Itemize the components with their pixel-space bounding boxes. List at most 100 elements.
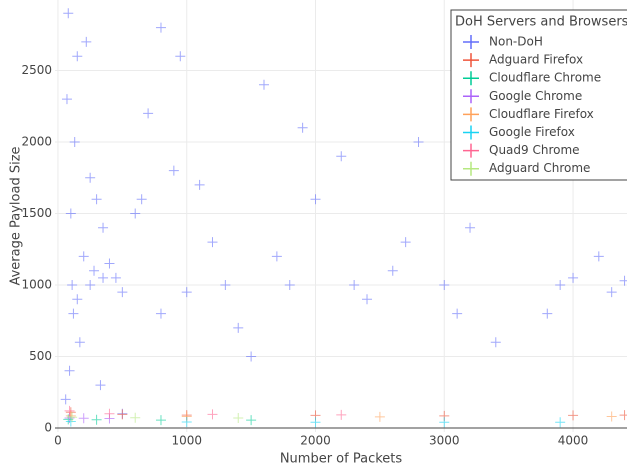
x-axis-title: Number of Packets xyxy=(280,452,403,467)
point xyxy=(175,51,186,62)
point xyxy=(606,287,617,298)
point xyxy=(98,272,109,283)
point xyxy=(155,308,166,319)
y-tick-label: 500 xyxy=(29,349,52,363)
point xyxy=(439,417,450,428)
point xyxy=(155,415,166,426)
point xyxy=(374,411,385,422)
point xyxy=(439,279,450,290)
legend-label: Quad9 Chrome xyxy=(489,143,580,157)
point xyxy=(65,416,76,427)
point xyxy=(400,237,411,248)
point xyxy=(78,251,89,262)
legend-title: DoH Servers and Browsers xyxy=(455,15,627,30)
point xyxy=(220,279,231,290)
point xyxy=(349,279,360,290)
point xyxy=(72,294,83,305)
point xyxy=(110,272,121,283)
point xyxy=(67,279,78,290)
point xyxy=(168,165,179,176)
point xyxy=(246,415,257,426)
point xyxy=(181,416,192,427)
point xyxy=(297,122,308,133)
x-tick-label: 4000 xyxy=(558,434,589,448)
point xyxy=(155,22,166,33)
point xyxy=(181,287,192,298)
legend-label: Google Chrome xyxy=(489,89,582,103)
legend-symbol xyxy=(463,53,479,68)
point xyxy=(271,251,282,262)
legend-label: Google Firefox xyxy=(489,125,575,139)
point xyxy=(246,351,257,362)
point xyxy=(117,287,128,298)
x-tick-label: 0 xyxy=(54,434,62,448)
point xyxy=(65,208,76,219)
point xyxy=(130,208,141,219)
legend: DoH Servers and Browsers Non-DoH Adguard F… xyxy=(450,9,627,181)
point xyxy=(619,275,627,286)
legend-box xyxy=(450,9,627,181)
point xyxy=(74,337,85,348)
y-tick-label: 2500 xyxy=(21,63,52,77)
point xyxy=(593,251,604,262)
point xyxy=(606,411,617,422)
point xyxy=(61,94,72,105)
legend-label: Adguard Chrome xyxy=(489,161,590,175)
point xyxy=(72,51,83,62)
point xyxy=(452,308,463,319)
point xyxy=(117,409,128,420)
point xyxy=(233,412,244,423)
point xyxy=(104,408,115,419)
point xyxy=(68,308,79,319)
point xyxy=(69,136,80,147)
point xyxy=(465,222,476,233)
legend-label: Non-DoH xyxy=(489,35,543,49)
point xyxy=(136,194,147,205)
point xyxy=(64,405,75,416)
point xyxy=(413,136,424,147)
point xyxy=(91,194,102,205)
point xyxy=(555,417,566,428)
point xyxy=(98,222,109,233)
point xyxy=(60,394,71,405)
legend-symbol xyxy=(463,71,479,86)
point xyxy=(310,417,321,428)
x-tick-label: 2000 xyxy=(300,434,331,448)
point xyxy=(542,308,553,319)
legend-symbol xyxy=(463,107,479,122)
legend-symbol xyxy=(463,125,479,140)
y-tick-label: 1500 xyxy=(21,206,52,220)
point xyxy=(143,108,154,119)
legend-label: Cloudflare Firefox xyxy=(489,107,594,121)
y-tick-label: 2000 xyxy=(21,134,52,148)
point xyxy=(64,365,75,376)
point xyxy=(207,409,218,420)
legend-symbol xyxy=(463,143,479,158)
point xyxy=(284,279,295,290)
legend-label: Cloudflare Chrome xyxy=(489,71,601,85)
x-tick-label: 3000 xyxy=(429,434,460,448)
legend-label: Adguard Firefox xyxy=(489,53,583,67)
point xyxy=(81,36,92,47)
point xyxy=(85,279,96,290)
points xyxy=(60,8,627,428)
point xyxy=(362,294,373,305)
point xyxy=(310,194,321,205)
point xyxy=(568,272,579,283)
y-tick-label: 0 xyxy=(44,420,52,434)
axes: 0 1000 2000 3000 4000 0 500 1000 1500 2000 2500 xyxy=(21,63,588,448)
point xyxy=(619,410,627,421)
point xyxy=(194,179,205,190)
point xyxy=(89,265,100,276)
legend-symbol xyxy=(463,35,479,49)
point xyxy=(207,237,218,248)
point xyxy=(130,412,141,423)
legend-symbol xyxy=(463,161,479,176)
point xyxy=(95,380,106,391)
point xyxy=(336,409,347,420)
point xyxy=(78,413,89,424)
point xyxy=(387,265,398,276)
y-axis-title: Average Payload Size xyxy=(9,146,24,285)
point xyxy=(490,337,501,348)
